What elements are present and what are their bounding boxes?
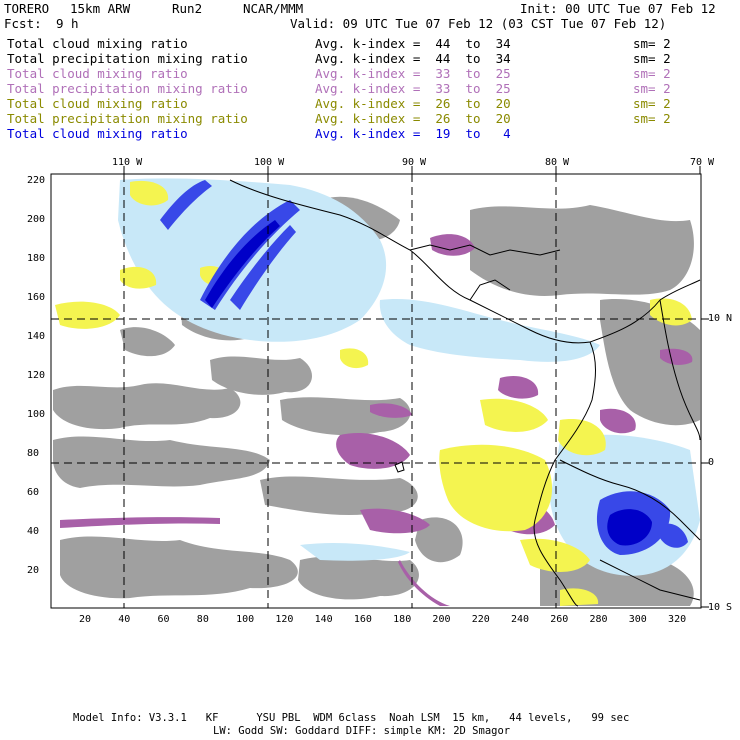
legend-smoothing: sm= 2	[633, 66, 671, 81]
x-tick-label: 300	[628, 614, 647, 625]
legend-row: Total cloud mixing ratio Avg. k-index = 3…	[7, 66, 735, 81]
lat-label: 10 N	[708, 313, 733, 324]
map-frame	[50, 173, 702, 609]
legend-k-index: Avg. k-index = 44 to 34	[315, 51, 511, 66]
x-tick-label: 140	[314, 614, 333, 625]
x-tick-label: 60	[157, 614, 170, 625]
lat-label: 10 S	[708, 602, 733, 613]
legend-field-name: Total precipitation mixing ratio	[7, 111, 248, 126]
y-tick-label: 40	[27, 526, 40, 537]
legend-smoothing: sm= 2	[633, 36, 671, 51]
run-label: Run2	[172, 1, 203, 16]
legend-row: Total precipitation mixing ratio Avg. k-i…	[7, 51, 735, 66]
field-layer	[51, 174, 701, 608]
legend-row: Total precipitation mixing ratio Avg. k-i…	[7, 111, 735, 126]
lat-label: 0	[708, 457, 715, 468]
legend-k-index: Avg. k-index = 44 to 34	[315, 36, 511, 51]
legend-k-index: Avg. k-index = 26 to 20	[315, 96, 511, 111]
legend-smoothing: sm= 2	[633, 96, 671, 111]
legend-smoothing: sm= 2	[633, 81, 671, 96]
forecast-hours: 9 h	[56, 16, 79, 31]
x-tick-label: 260	[550, 614, 569, 625]
legend-row: Total cloud mixing ratio Avg. k-index = 4…	[7, 36, 735, 51]
valid-time: Valid: 09 UTC Tue 07 Feb 12 (03 CST Tue …	[290, 16, 667, 31]
resolution-label: 15km ARW	[70, 1, 131, 16]
y-tick-label: 200	[27, 214, 46, 225]
y-tick-label: 20	[27, 565, 40, 576]
graticule	[51, 174, 701, 608]
dark-blue-cloud-field	[205, 220, 652, 546]
lon-label: 100 W	[254, 157, 285, 168]
legend-field-name: Total cloud mixing ratio	[7, 126, 188, 141]
lon-label: 90 W	[402, 157, 427, 168]
y-tick-label: 160	[27, 292, 46, 303]
model-name: TORERO	[4, 1, 50, 16]
model-info-line: Model Info: V3.3.1 KF YSU PBL WDM 6class…	[73, 712, 630, 724]
coastline	[229, 179, 701, 607]
legend-row: Total cloud mixing ratio Avg. k-index = 2…	[7, 96, 735, 111]
x-tick-label: 320	[668, 614, 687, 625]
legend-row: Total precipitation mixing ratio Avg. k-i…	[7, 81, 735, 96]
x-tick-label: 100	[236, 614, 255, 625]
legend-smoothing: sm= 2	[633, 51, 671, 66]
yellow-cloud-field	[55, 180, 692, 606]
y-tick-label: 220	[27, 175, 46, 186]
legend-field-name: Total cloud mixing ratio	[7, 36, 188, 51]
x-tick-label: 280	[589, 614, 608, 625]
y-tick-label: 60	[27, 487, 40, 498]
x-tick-label: 120	[275, 614, 294, 625]
lon-label: 70 W	[690, 157, 715, 168]
forecast-label: Fcst:	[4, 16, 42, 31]
legend-field-name: Total precipitation mixing ratio	[7, 51, 248, 66]
x-tick-label: 240	[510, 614, 530, 625]
y-tick-label: 140	[27, 331, 46, 342]
x-tick-label: 40	[118, 614, 131, 625]
physics-info-line: LW: Godd SW: Goddard DIFF: simple KM: 2D…	[213, 725, 511, 737]
lon-tick-marks	[123, 166, 701, 174]
y-tick-label: 180	[27, 253, 46, 264]
x-tick-label: 220	[471, 614, 490, 625]
legend-k-index: Avg. k-index = 33 to 25	[315, 66, 511, 81]
legend-k-index: Avg. k-index = 19 to 4	[315, 126, 511, 141]
y-tick-label: 80	[27, 448, 40, 459]
legend-field-name: Total precipitation mixing ratio	[7, 81, 248, 96]
lon-label: 80 W	[545, 157, 570, 168]
x-tick-label: 180	[393, 614, 412, 625]
legend-k-index: Avg. k-index = 26 to 20	[315, 111, 511, 126]
y-tick-label: 120	[27, 370, 46, 381]
init-time: Init: 00 UTC Tue 07 Feb 12	[520, 1, 716, 16]
y-tick-label: 100	[27, 409, 46, 420]
lon-label: 110 W	[112, 157, 143, 168]
x-tick-label: 20	[79, 614, 92, 625]
x-tick-label: 80	[196, 614, 209, 625]
lat-tick-marks	[701, 318, 709, 608]
legend-field-name: Total cloud mixing ratio	[7, 66, 188, 81]
legend-field-name: Total cloud mixing ratio	[7, 96, 188, 111]
org-label: NCAR/MMM	[243, 1, 304, 16]
legend-smoothing: sm= 2	[633, 111, 671, 126]
legend-row: Total cloud mixing ratio Avg. k-index = 1…	[7, 126, 735, 141]
x-tick-label: 200	[432, 614, 451, 625]
gray-cloud-field	[53, 196, 700, 606]
x-tick-label: 160	[353, 614, 372, 625]
legend-k-index: Avg. k-index = 33 to 25	[315, 81, 511, 96]
